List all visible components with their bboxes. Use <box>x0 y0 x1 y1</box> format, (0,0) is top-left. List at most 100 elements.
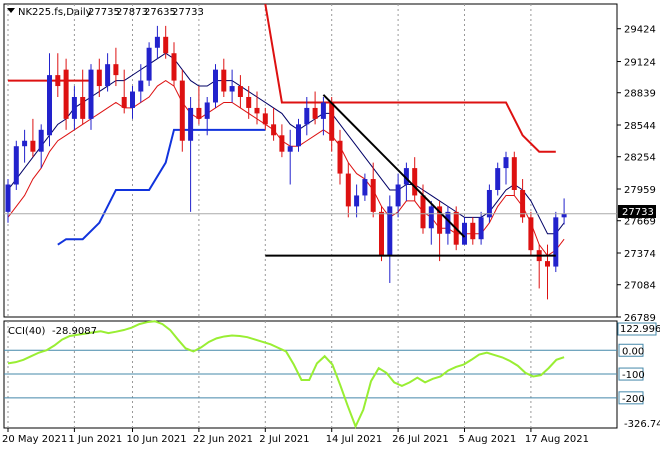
candle-body <box>561 213 567 218</box>
price-axis: 29424 29124 28839 28544 28254 27959 27669 27374… <box>4 25 656 324</box>
date-tick-label: 1 Jun 2021 <box>68 434 122 445</box>
price-tick-label: 28544 <box>624 121 656 132</box>
candle-body <box>237 86 243 97</box>
candle-body <box>511 157 517 190</box>
candle-body <box>437 206 443 234</box>
candle-body <box>96 69 102 87</box>
header-close: 27733 <box>172 7 204 18</box>
date-tick-label: 20 May 2021 <box>2 434 67 445</box>
candle-body <box>5 184 11 212</box>
cci-level-badge <box>618 391 644 405</box>
cci-level-label: -100 <box>622 370 645 381</box>
current-price-badge <box>618 205 656 218</box>
candle-body <box>320 102 326 119</box>
main-panel-frame <box>3 3 618 318</box>
candle-body <box>105 64 111 87</box>
price-tick-label: 27669 <box>624 217 656 228</box>
header-open: 27735 <box>88 7 120 18</box>
cci-top-badge <box>617 322 657 336</box>
candle-body <box>387 206 393 256</box>
candle-body <box>71 96 77 119</box>
candle-body <box>229 86 235 92</box>
candle-body <box>38 129 44 152</box>
candle-body <box>138 80 144 92</box>
candle-body <box>495 168 501 190</box>
candle-body <box>445 211 451 234</box>
date-axis: 20 May 2021 1 Jun 2021 10 Jun 2021 22 Jun 2… <box>2 428 589 445</box>
candle-body <box>22 140 28 147</box>
header-symbol: NK225.fs,Daily <box>18 7 92 18</box>
upper-trailing-stop <box>264 3 556 153</box>
header-high: 27873 <box>116 7 148 18</box>
slow-ma-line <box>7 52 565 235</box>
candle-body <box>337 140 343 174</box>
candle-body <box>528 217 534 251</box>
header-low: 27635 <box>144 7 176 18</box>
candle-body <box>428 206 434 229</box>
candle-body <box>221 69 227 92</box>
candle-body <box>486 189 492 218</box>
candle-body <box>47 75 52 136</box>
candle-body <box>312 107 318 119</box>
price-tick-label: 27084 <box>624 281 656 292</box>
candle-body <box>179 80 185 141</box>
candle-body <box>196 107 202 119</box>
candlesticks <box>5 25 567 300</box>
cci-level-badge <box>618 343 644 357</box>
candle-body <box>171 53 177 81</box>
candle-body <box>213 69 218 103</box>
cci-value: -28.9087 <box>52 326 97 337</box>
cci-level-label: -200 <box>622 394 645 405</box>
candle-body <box>395 184 401 207</box>
candle-body <box>154 36 160 48</box>
candle-body <box>287 146 293 152</box>
date-tick-label: 17 Aug 2021 <box>525 434 589 445</box>
cci-level-label: 0.00 <box>622 346 644 357</box>
candle-body <box>345 173 351 207</box>
date-tick-label: 14 Jul 2021 <box>326 434 383 445</box>
candle-body <box>113 64 119 76</box>
cci-label: CCI(40) <box>8 326 46 337</box>
candle-body <box>146 47 152 81</box>
candle-body <box>503 157 509 169</box>
candle-body <box>163 36 169 54</box>
candle-body <box>354 195 360 207</box>
candle-body <box>304 107 310 125</box>
date-tick-label: 26 Jul 2021 <box>392 434 449 445</box>
candle-body <box>370 179 376 212</box>
date-tick-label: 2 Jul 2021 <box>259 434 309 445</box>
candle-body <box>121 96 127 108</box>
candle-body <box>545 261 550 267</box>
candle-body <box>470 222 476 240</box>
candle-body <box>188 107 194 141</box>
candle-body <box>553 217 559 267</box>
candle-body <box>88 69 94 119</box>
date-tick-label: 22 Jun 2021 <box>193 434 253 445</box>
price-tick-label: 28839 <box>624 89 656 100</box>
price-tick-label: 27374 <box>624 249 656 260</box>
candle-body <box>130 91 135 108</box>
candle-body <box>520 189 526 218</box>
cci-scale-bottom: -326.744 <box>624 419 660 430</box>
candle-body <box>80 96 86 119</box>
current-price-label: 27733 <box>622 207 654 218</box>
candle-body <box>462 222 467 245</box>
candle-body <box>412 168 418 196</box>
cci-line <box>7 320 565 429</box>
candle-body <box>329 102 335 141</box>
cci-indicator: 0.00 -100 -200 <box>4 320 645 429</box>
candle-body <box>478 217 484 240</box>
date-tick-label: 5 Aug 2021 <box>459 434 517 445</box>
price-tick-label: 27959 <box>624 185 656 196</box>
candle-body <box>30 140 36 152</box>
price-tick-label: 29424 <box>624 25 656 36</box>
price-tick-label: 28254 <box>624 153 656 164</box>
cci-level-badge <box>618 367 644 381</box>
candle-body <box>362 179 368 196</box>
candle-body <box>271 124 277 136</box>
candle-body <box>13 146 19 185</box>
candle-body <box>246 96 252 108</box>
menu-arrow-icon[interactable] <box>7 8 15 13</box>
candle-body <box>204 102 210 119</box>
